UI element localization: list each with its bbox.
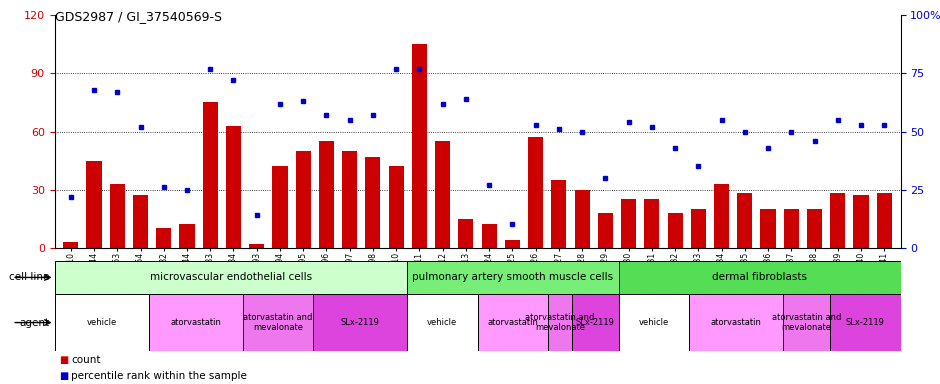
Text: atorvastatin: atorvastatin bbox=[711, 318, 761, 327]
Bar bbox=[807, 209, 822, 248]
Text: pulmonary artery smooth muscle cells: pulmonary artery smooth muscle cells bbox=[413, 272, 613, 283]
Bar bbox=[667, 213, 682, 248]
Bar bbox=[243, 294, 313, 351]
Bar bbox=[296, 151, 311, 248]
Text: atorvastatin and
mevalonate: atorvastatin and mevalonate bbox=[243, 313, 312, 332]
Bar bbox=[55, 261, 407, 294]
Bar bbox=[203, 103, 218, 248]
Bar bbox=[110, 184, 125, 248]
Bar bbox=[226, 126, 241, 248]
Bar bbox=[407, 294, 478, 351]
Bar bbox=[366, 157, 381, 248]
Bar bbox=[481, 224, 496, 248]
Bar bbox=[55, 294, 149, 351]
Text: atorvastatin: atorvastatin bbox=[487, 318, 539, 327]
Bar bbox=[505, 240, 520, 248]
Bar bbox=[548, 294, 572, 351]
Bar bbox=[619, 294, 689, 351]
Text: ■: ■ bbox=[59, 354, 69, 364]
Bar bbox=[552, 180, 567, 248]
Bar bbox=[273, 166, 288, 248]
Bar bbox=[249, 244, 264, 248]
Text: microvascular endothelial cells: microvascular endothelial cells bbox=[149, 272, 312, 283]
Bar bbox=[714, 184, 729, 248]
Bar bbox=[830, 294, 901, 351]
Bar bbox=[760, 209, 776, 248]
Bar bbox=[783, 294, 830, 351]
Bar bbox=[689, 294, 783, 351]
Text: SLx-2119: SLx-2119 bbox=[340, 318, 380, 327]
Bar bbox=[572, 294, 619, 351]
Bar bbox=[149, 294, 243, 351]
Bar bbox=[478, 294, 548, 351]
Text: GDS2987 / GI_37540569-S: GDS2987 / GI_37540569-S bbox=[55, 10, 222, 23]
Bar bbox=[407, 261, 619, 294]
Bar bbox=[830, 194, 845, 248]
Bar bbox=[412, 45, 427, 248]
Bar bbox=[619, 261, 901, 294]
Text: atorvastatin and
mevalonate: atorvastatin and mevalonate bbox=[772, 313, 841, 332]
Bar bbox=[342, 151, 357, 248]
Text: SLx-2119: SLx-2119 bbox=[575, 318, 615, 327]
Bar bbox=[528, 137, 543, 248]
Text: vehicle: vehicle bbox=[86, 318, 117, 327]
Bar bbox=[435, 141, 450, 248]
Bar bbox=[621, 199, 636, 248]
Bar bbox=[156, 228, 171, 248]
Bar bbox=[598, 213, 613, 248]
Text: atorvastatin: atorvastatin bbox=[170, 318, 221, 327]
Text: vehicle: vehicle bbox=[427, 318, 458, 327]
Bar bbox=[133, 195, 149, 248]
Bar bbox=[313, 294, 407, 351]
Bar bbox=[691, 209, 706, 248]
Bar bbox=[854, 195, 869, 248]
Bar bbox=[737, 194, 752, 248]
Bar bbox=[388, 166, 403, 248]
Text: vehicle: vehicle bbox=[638, 318, 669, 327]
Bar bbox=[644, 199, 659, 248]
Text: dermal fibroblasts: dermal fibroblasts bbox=[712, 272, 807, 283]
Bar bbox=[574, 190, 589, 248]
Bar bbox=[319, 141, 334, 248]
Bar bbox=[877, 194, 892, 248]
Text: count: count bbox=[71, 354, 101, 364]
Text: SLx-2119: SLx-2119 bbox=[846, 318, 885, 327]
Bar bbox=[180, 224, 195, 248]
Text: agent: agent bbox=[20, 318, 50, 328]
Text: ■: ■ bbox=[59, 371, 69, 381]
Text: percentile rank within the sample: percentile rank within the sample bbox=[71, 371, 247, 381]
Bar bbox=[459, 218, 474, 248]
Bar bbox=[86, 161, 102, 248]
Bar bbox=[784, 209, 799, 248]
Bar bbox=[63, 242, 78, 248]
Text: atorvastatin and
mevalonate: atorvastatin and mevalonate bbox=[525, 313, 594, 332]
Text: cell line: cell line bbox=[9, 272, 50, 283]
